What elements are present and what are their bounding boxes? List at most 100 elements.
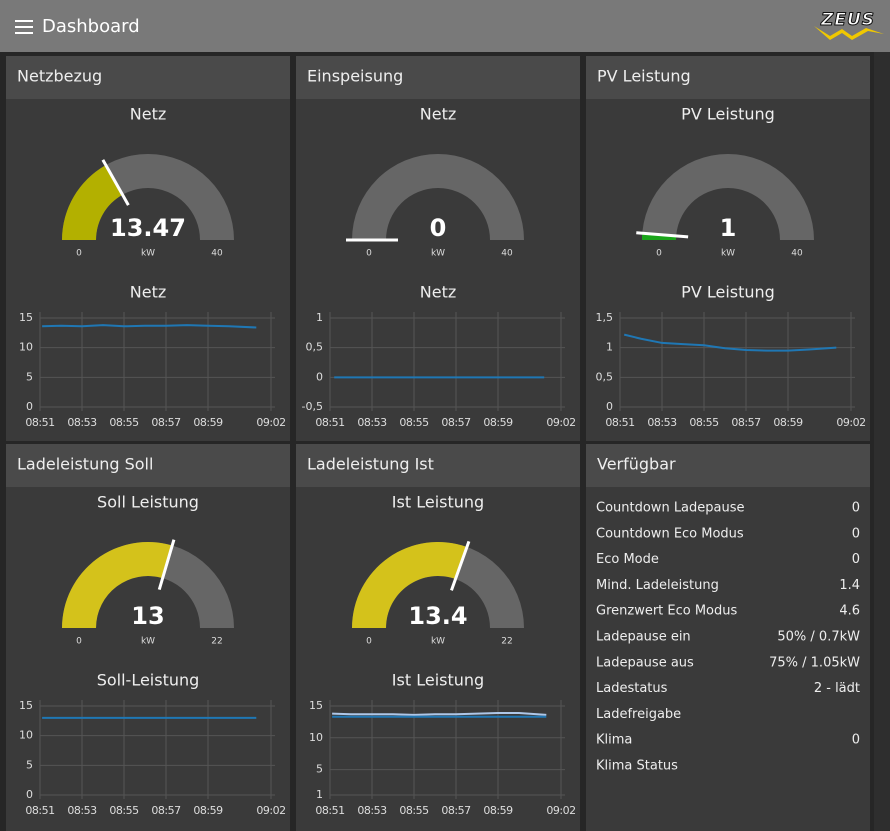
y-tick-label: 1 (316, 788, 323, 801)
row-value: 0 (852, 526, 860, 541)
gauge-min: 0 (366, 249, 372, 259)
panel (586, 444, 870, 831)
row-label: Countdown Eco Modus (596, 526, 744, 541)
x-tick-label: 08:55 (399, 804, 429, 817)
gauge-max: 22 (211, 637, 222, 647)
row-label: Klima Status (596, 759, 678, 774)
y-tick-label: 10 (19, 729, 33, 742)
gauge-fill (62, 541, 173, 628)
gauge-min: 0 (366, 637, 372, 647)
y-tick-label: 1,5 (596, 311, 614, 324)
y-tick-label: 1 (606, 341, 613, 354)
line-series (623, 333, 837, 352)
row-label: Grenzwert Eco Modus (596, 604, 738, 619)
panel (296, 444, 580, 831)
y-tick-label: -0,5 (302, 400, 323, 413)
gauge-value: 13.47 (110, 214, 186, 242)
gauge-max: 40 (501, 249, 513, 259)
x-tick-label: 08:53 (357, 804, 387, 817)
x-tick-label: 08:53 (357, 416, 387, 429)
gauge-label: Netz (420, 105, 456, 124)
panel-header (296, 56, 580, 99)
y-tick-label: 5 (26, 758, 33, 771)
row-label: Countdown Ladepause (596, 501, 745, 516)
x-tick-label: 08:51 (605, 416, 634, 429)
x-tick-label: 08:57 (441, 804, 471, 817)
row-value: 4.6 (839, 604, 860, 619)
panel-header (6, 444, 290, 487)
y-tick-label: 0 (606, 400, 613, 413)
panel-header (586, 56, 870, 99)
gauge-needle (101, 159, 130, 206)
gauge-needle (636, 231, 689, 239)
gauge-track (352, 154, 524, 240)
gauge-label: Soll Leistung (97, 493, 199, 512)
menu-icon[interactable] (15, 20, 33, 34)
gauge-unit: kW (431, 249, 445, 259)
x-tick-label: 08:53 (67, 804, 97, 817)
row-value: 1.4 (839, 578, 860, 593)
logo: ZEUS (814, 10, 884, 40)
x-tick-label: 09:02 (256, 416, 285, 429)
row-value: 0 (852, 501, 860, 516)
x-tick-label: 08:53 (67, 416, 97, 429)
row-label: Klima (596, 733, 632, 748)
y-tick-label: 1 (316, 311, 323, 324)
chart-label: PV Leistung (681, 283, 775, 302)
y-tick-label: 0 (26, 788, 33, 801)
gauge-max: 40 (791, 249, 803, 259)
logo-text: ZEUS (820, 10, 875, 30)
y-tick-label: 0,5 (306, 341, 324, 354)
y-tick-label: 15 (309, 699, 323, 712)
panel-title: PV Leistung (597, 67, 691, 86)
x-tick-label: 08:51 (25, 416, 54, 429)
x-tick-label: 08:55 (689, 416, 719, 429)
panel-header (296, 444, 580, 487)
gauge-max: 22 (501, 637, 512, 647)
gauge-min: 0 (656, 249, 662, 259)
gauge-value: 13.4 (408, 602, 467, 630)
y-tick-label: 5 (316, 763, 323, 776)
x-tick-label: 08:57 (151, 804, 181, 817)
x-tick-label: 08:59 (773, 416, 803, 429)
panel-title: Ladeleistung Ist (307, 455, 434, 474)
panel-title: Einspeisung (307, 67, 403, 86)
y-tick-label: 0 (316, 370, 323, 383)
gauge-needle (157, 539, 176, 591)
row-value: 2 - lädt (814, 681, 860, 696)
panel (6, 444, 290, 831)
x-tick-label: 08:57 (731, 416, 761, 429)
row-label: Ladefreigabe (596, 707, 681, 722)
gauge-value: 1 (720, 214, 737, 242)
row-value: 75% / 1.05kW (769, 655, 860, 670)
panel-header (6, 56, 290, 99)
gauge-unit: kW (721, 249, 735, 259)
x-tick-label: 08:59 (193, 804, 223, 817)
row-label: Ladepause aus (596, 655, 694, 670)
chart-label: Netz (420, 283, 456, 302)
gauge-unit: kW (431, 637, 445, 647)
y-tick-label: 10 (19, 341, 33, 354)
row-value: 50% / 0.7kW (777, 630, 860, 645)
panel-header (586, 444, 870, 487)
gauge-needle (450, 540, 471, 591)
row-label: Eco Mode (596, 552, 659, 567)
chart-label: Soll-Leistung (97, 671, 200, 690)
y-tick-label: 5 (26, 370, 33, 383)
chart-label: Ist Leistung (392, 671, 484, 690)
y-tick-label: 10 (309, 731, 323, 744)
gauge-min: 0 (76, 637, 82, 647)
gauge-max: 40 (211, 249, 223, 259)
y-tick-label: 15 (19, 699, 33, 712)
line-series (42, 324, 257, 329)
x-tick-label: 08:53 (647, 416, 677, 429)
gauge-value: 0 (430, 214, 447, 242)
y-tick-label: 15 (19, 311, 33, 324)
x-tick-label: 09:02 (256, 804, 285, 817)
header-bar (0, 0, 890, 52)
header-title: Dashboard (42, 16, 140, 37)
scrollbar (874, 52, 890, 831)
y-tick-label: 0 (26, 400, 33, 413)
